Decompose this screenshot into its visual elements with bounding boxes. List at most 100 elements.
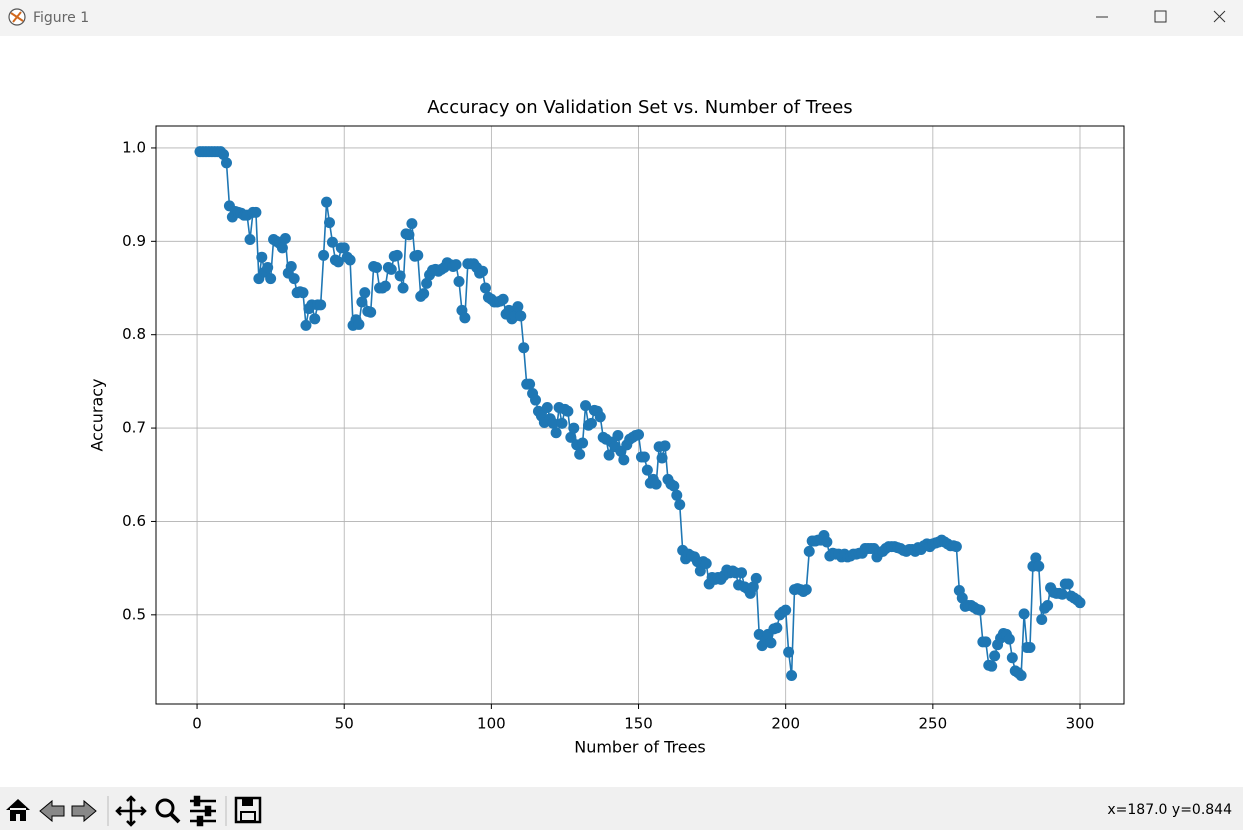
data-point bbox=[379, 280, 391, 292]
data-point bbox=[974, 604, 986, 616]
data-point bbox=[1024, 642, 1036, 654]
x-tick-label: 0 bbox=[192, 715, 202, 733]
data-point bbox=[262, 261, 274, 273]
zoom-button[interactable] bbox=[155, 798, 181, 824]
data-point bbox=[989, 650, 1001, 662]
data-point bbox=[326, 236, 338, 248]
data-point bbox=[736, 567, 748, 579]
data-point bbox=[674, 499, 686, 511]
data-point bbox=[385, 263, 397, 275]
data-point bbox=[1033, 560, 1045, 572]
data-point bbox=[547, 417, 559, 429]
data-point bbox=[279, 233, 291, 245]
data-point bbox=[391, 249, 403, 261]
x-tick-label: 250 bbox=[919, 715, 948, 733]
data-point bbox=[1030, 552, 1042, 564]
data-point bbox=[700, 557, 712, 569]
data-point bbox=[397, 282, 409, 294]
data-point bbox=[244, 233, 256, 245]
data-point bbox=[800, 584, 812, 596]
data-point bbox=[309, 313, 321, 325]
data-point bbox=[562, 405, 574, 417]
data-point bbox=[530, 394, 542, 406]
data-point bbox=[950, 541, 962, 553]
data-point bbox=[986, 660, 998, 672]
home-button[interactable] bbox=[6, 799, 30, 821]
configure-button[interactable] bbox=[190, 795, 216, 827]
data-point bbox=[512, 301, 524, 313]
data-point bbox=[821, 536, 833, 548]
y-tick-label: 0.5 bbox=[122, 605, 146, 623]
data-point bbox=[479, 282, 491, 294]
data-point bbox=[694, 565, 706, 577]
window-title: Figure 1 bbox=[33, 10, 89, 26]
title-bar bbox=[0, 0, 1243, 36]
close-button[interactable] bbox=[1213, 10, 1226, 23]
data-point bbox=[980, 636, 992, 648]
data-point bbox=[406, 218, 418, 230]
data-point bbox=[633, 429, 645, 441]
data-point bbox=[323, 217, 335, 229]
data-point bbox=[656, 452, 668, 464]
app-icon bbox=[8, 8, 26, 26]
data-point bbox=[765, 637, 777, 649]
data-point bbox=[394, 270, 406, 282]
x-tick-label: 150 bbox=[624, 715, 653, 733]
data-point bbox=[541, 402, 553, 414]
data-point bbox=[585, 417, 597, 429]
data-point bbox=[786, 670, 798, 682]
data-point bbox=[453, 275, 465, 287]
data-point bbox=[1018, 608, 1030, 620]
data-point bbox=[288, 273, 300, 285]
data-point bbox=[1056, 588, 1068, 600]
y-tick-label: 0.6 bbox=[122, 512, 146, 530]
forward-button[interactable] bbox=[71, 799, 97, 823]
maximize-button[interactable] bbox=[1154, 10, 1167, 23]
pan-button[interactable] bbox=[115, 795, 147, 827]
data-point bbox=[1036, 613, 1048, 625]
data-point bbox=[418, 288, 430, 300]
data-point bbox=[497, 293, 509, 305]
data-point bbox=[265, 273, 277, 285]
data-point bbox=[638, 451, 650, 463]
y-tick-label: 0.9 bbox=[122, 232, 146, 250]
data-point bbox=[771, 622, 783, 634]
save-button[interactable] bbox=[234, 796, 262, 824]
y-tick-label: 0.7 bbox=[122, 419, 146, 437]
data-point bbox=[580, 400, 592, 412]
data-point bbox=[565, 431, 577, 443]
data-point bbox=[371, 261, 383, 273]
data-point bbox=[220, 157, 232, 169]
data-point bbox=[1062, 578, 1074, 590]
data-point bbox=[574, 448, 586, 460]
data-point bbox=[550, 427, 562, 439]
data-point bbox=[780, 604, 792, 616]
data-point bbox=[783, 646, 795, 658]
data-point bbox=[297, 287, 309, 299]
x-tick-label: 200 bbox=[771, 715, 800, 733]
data-point bbox=[1042, 599, 1054, 611]
data-point bbox=[256, 251, 268, 263]
data-point bbox=[250, 206, 262, 218]
y-axis-label: Accuracy bbox=[88, 378, 107, 451]
data-point bbox=[747, 581, 759, 593]
data-point bbox=[477, 265, 489, 277]
data-point bbox=[594, 411, 606, 423]
data-point bbox=[365, 306, 377, 318]
data-point bbox=[612, 430, 624, 442]
data-point bbox=[577, 437, 589, 449]
data-point bbox=[285, 261, 297, 273]
data-point bbox=[671, 489, 683, 501]
data-point bbox=[421, 277, 433, 289]
chart-title: Accuracy on Validation Set vs. Number of… bbox=[427, 97, 852, 118]
status-text: x=187.0 y=0.844 bbox=[1107, 802, 1232, 818]
data-point bbox=[403, 229, 415, 241]
data-point bbox=[568, 422, 580, 434]
back-button[interactable] bbox=[39, 799, 65, 823]
data-point bbox=[956, 592, 968, 604]
data-point bbox=[353, 318, 365, 330]
data-point bbox=[1006, 652, 1018, 664]
data-point bbox=[803, 545, 815, 557]
